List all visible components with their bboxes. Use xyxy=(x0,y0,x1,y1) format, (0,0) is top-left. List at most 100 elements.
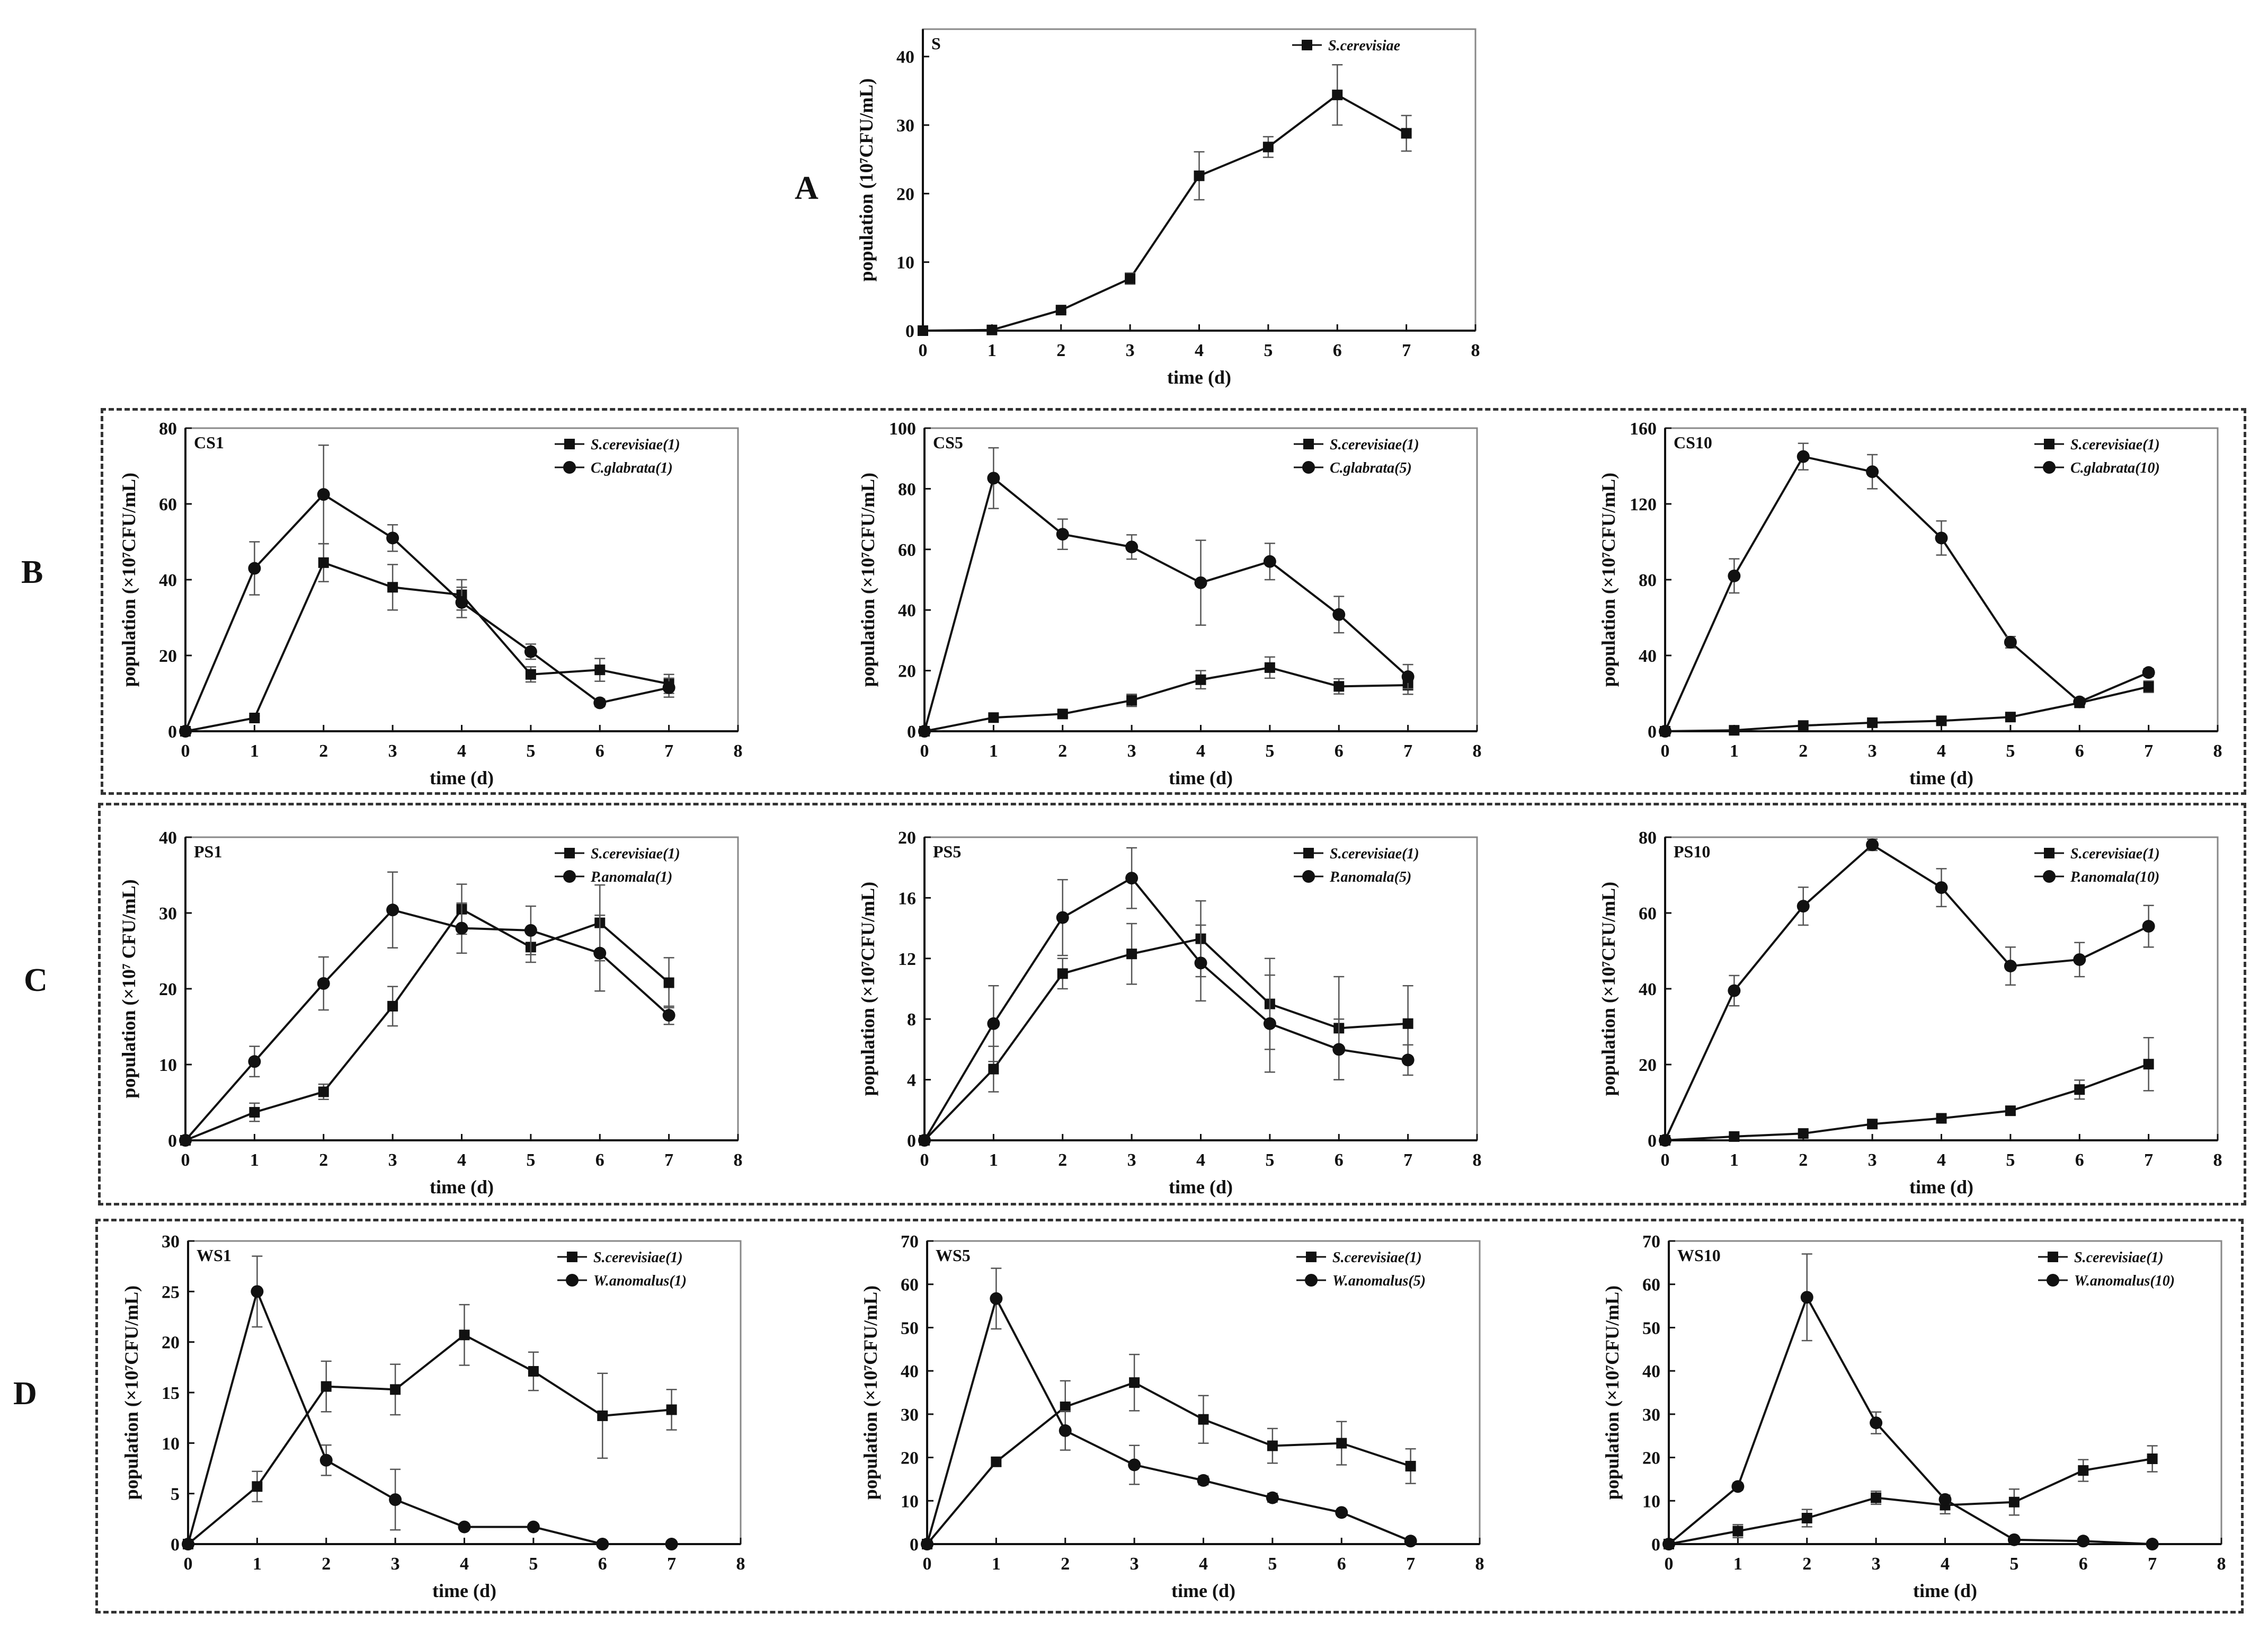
data-point xyxy=(921,1538,933,1550)
data-point xyxy=(1866,465,1879,478)
x-tick-label: 6 xyxy=(595,741,604,761)
data-point xyxy=(1335,1506,1348,1519)
y-tick-label: 10 xyxy=(159,1056,177,1075)
legend-marker xyxy=(563,870,576,883)
y-tick-label: 60 xyxy=(1642,1275,1660,1295)
x-tick-label: 0 xyxy=(1661,741,1670,761)
y-tick-label: 20 xyxy=(159,980,177,999)
y-tick-label: 0 xyxy=(907,1131,916,1151)
data-point xyxy=(319,1453,333,1467)
data-point xyxy=(387,582,398,593)
data-point xyxy=(593,696,607,710)
data-point xyxy=(1197,1474,1210,1487)
y-axis-title: population (×10⁷CFU/mL) xyxy=(857,882,878,1096)
x-axis-title: time (d) xyxy=(430,1176,494,1198)
x-tick-label: 8 xyxy=(2213,1150,2222,1170)
y-tick-label: 40 xyxy=(159,571,177,590)
y-tick-label: 10 xyxy=(162,1434,180,1453)
data-point xyxy=(2147,1453,2158,1465)
data-point xyxy=(1796,450,1810,463)
series-circles xyxy=(921,1267,1417,1550)
data-point xyxy=(593,946,607,960)
data-point xyxy=(1262,141,1274,153)
x-axis-title: time (d) xyxy=(1909,767,1973,788)
x-tick-label: 6 xyxy=(1335,1150,1344,1170)
x-axis-title: time (d) xyxy=(1909,1176,1973,1198)
data-point xyxy=(1056,528,1069,541)
legend-label: C.glabrata(5) xyxy=(1330,460,1412,476)
x-tick-label: 1 xyxy=(989,741,998,761)
y-tick-label: 80 xyxy=(1639,571,1657,590)
x-tick-label: 3 xyxy=(1127,741,1136,761)
x-tick-label: 3 xyxy=(388,741,397,761)
y-tick-label: 12 xyxy=(898,950,916,969)
data-point xyxy=(524,645,537,658)
y-tick-label: 25 xyxy=(162,1282,180,1302)
series-circles xyxy=(918,847,1415,1147)
panel-label: WS1 xyxy=(197,1246,232,1265)
legend-marker xyxy=(1303,439,1314,449)
y-tick-label: 0 xyxy=(1648,1131,1657,1151)
data-point xyxy=(459,1329,470,1341)
data-point xyxy=(1870,1416,1883,1430)
x-tick-label: 4 xyxy=(1937,741,1946,761)
y-tick-label: 20 xyxy=(896,184,914,204)
data-point xyxy=(1332,1043,1346,1056)
x-tick-label: 1 xyxy=(989,1150,998,1170)
row-label-B: B xyxy=(21,554,43,590)
x-tick-label: 4 xyxy=(460,1554,469,1574)
x-tick-label: 2 xyxy=(1056,341,1065,360)
x-tick-label: 8 xyxy=(1475,1554,1484,1574)
y-tick-label: 50 xyxy=(1642,1318,1660,1338)
legend-marker xyxy=(567,1252,577,1262)
series-squares xyxy=(922,1353,1416,1549)
series-squares xyxy=(918,64,1412,336)
series-circles xyxy=(182,1255,678,1550)
y-tick-label: 0 xyxy=(907,722,916,742)
x-tick-label: 7 xyxy=(2144,1150,2153,1170)
legend-entry: W.anomalus(5) xyxy=(1296,1273,1426,1289)
data-point xyxy=(1057,968,1068,979)
x-tick-label: 0 xyxy=(923,1554,932,1574)
y-tick-label: 5 xyxy=(171,1485,180,1504)
data-point xyxy=(182,1538,194,1550)
y-tick-label: 80 xyxy=(159,419,177,439)
y-axis-title: population (10⁷CFU/mL) xyxy=(856,78,877,282)
x-tick-label: 0 xyxy=(184,1554,193,1574)
data-point xyxy=(1125,540,1139,554)
data-point xyxy=(2146,1538,2159,1550)
y-axis-title: population (×10⁷CFU/mL) xyxy=(857,473,878,687)
x-tick-label: 2 xyxy=(1799,741,1808,761)
data-point xyxy=(987,472,1000,485)
data-point xyxy=(1801,1512,1812,1523)
legend-label: P.anomala(1) xyxy=(590,869,672,885)
data-point xyxy=(1198,1414,1209,1425)
legend-entry: S.cerevisiae(1) xyxy=(1296,1249,1422,1266)
x-tick-label: 8 xyxy=(734,1150,743,1170)
chart-ws10: 0 1 2 3 4 5 6 7 8 0 10 20 30 40 50 60 70 time (d) populati… xyxy=(1602,1232,2226,1601)
legend-label: S.cerevisiae(1) xyxy=(2070,437,2160,453)
data-point xyxy=(528,1366,539,1377)
data-point xyxy=(1267,1440,1278,1451)
x-axis-title: time (d) xyxy=(1169,767,1233,788)
x-tick-label: 5 xyxy=(529,1554,538,1574)
x-tick-label: 4 xyxy=(1195,341,1204,360)
data-point xyxy=(455,596,468,609)
data-point xyxy=(317,488,330,501)
y-tick-label: 15 xyxy=(162,1384,180,1403)
series-line xyxy=(1665,686,2149,732)
data-point xyxy=(1867,1119,1878,1130)
x-tick-label: 2 xyxy=(1802,1554,1811,1574)
legend-marker xyxy=(2043,870,2056,883)
legend-entry: S.cerevisiae xyxy=(1292,38,1400,54)
legend-marker xyxy=(1302,461,1315,474)
series-circles xyxy=(1662,1253,2159,1550)
data-point xyxy=(662,681,675,694)
legend-entry: S.cerevisiae(1) xyxy=(555,846,680,862)
series-squares xyxy=(1664,1445,2158,1549)
y-tick-label: 40 xyxy=(159,828,177,848)
legend-marker xyxy=(2043,461,2056,474)
x-tick-label: 0 xyxy=(920,1150,929,1170)
